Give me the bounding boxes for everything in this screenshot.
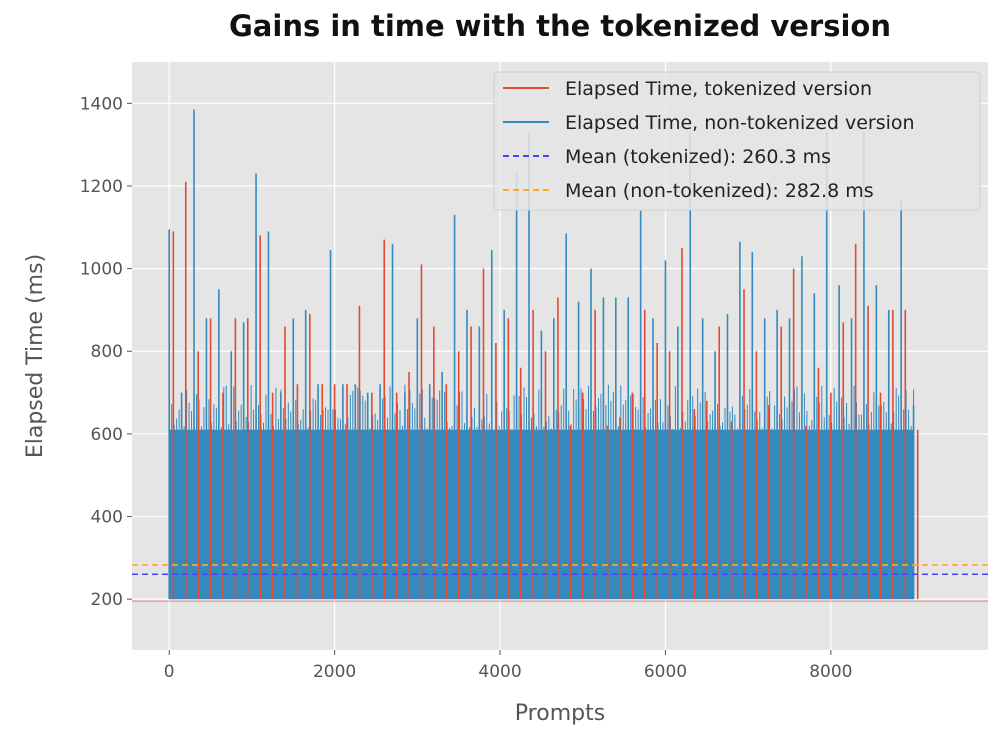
chart-title: Gains in time with the tokenized version: [229, 9, 891, 43]
y-tick-label: 600: [91, 425, 123, 445]
y-tick-label: 1000: [80, 260, 123, 280]
x-tick-label: 6000: [644, 662, 687, 682]
x-axis-label: Prompts: [515, 701, 605, 726]
y-tick-label: 1400: [80, 94, 123, 114]
legend-label: Elapsed Time, non-tokenized version: [565, 112, 915, 134]
y-tick-label: 200: [91, 590, 123, 610]
y-axis-label: Elapsed Time (ms): [23, 254, 48, 458]
x-tick-label: 0: [164, 662, 175, 682]
legend-label: Mean (non-tokenized): 282.8 ms: [565, 180, 874, 202]
legend-label: Elapsed Time, tokenized version: [565, 78, 872, 100]
x-tick-label: 8000: [809, 662, 852, 682]
x-tick-label: 2000: [313, 662, 356, 682]
y-tick-label: 800: [91, 342, 123, 362]
x-tick-label: 4000: [478, 662, 521, 682]
legend-box: [493, 71, 981, 211]
legend-label: Mean (tokenized): 260.3 ms: [565, 146, 831, 168]
y-tick-label: 400: [91, 508, 123, 528]
y-tick-label: 1200: [80, 177, 123, 197]
legend: Elapsed Time, tokenized version Elapsed T…: [493, 71, 981, 211]
